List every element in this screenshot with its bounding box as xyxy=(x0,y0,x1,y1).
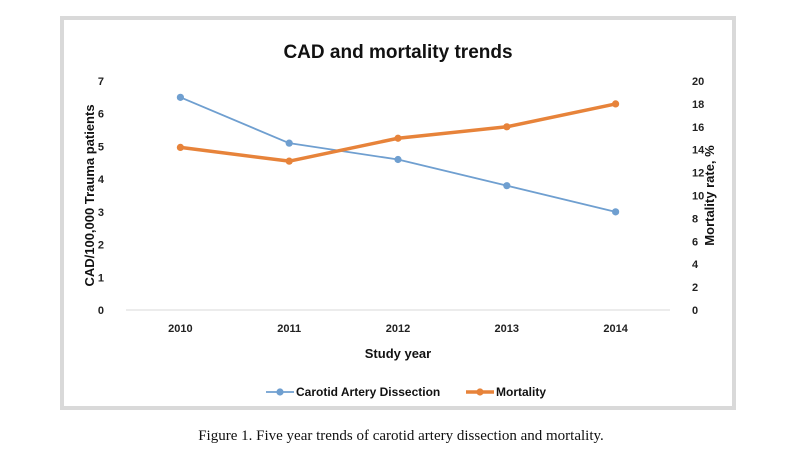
right-axis-label: Mortality rate, % xyxy=(702,145,717,246)
left-tick-label: 3 xyxy=(98,207,104,219)
right-tick-label: 8 xyxy=(692,213,698,225)
data-point-mortality xyxy=(394,134,402,142)
x-tick-label: 2014 xyxy=(603,323,628,335)
data-point-mortality xyxy=(612,100,620,108)
x-tick-label: 2011 xyxy=(277,323,301,335)
x-axis-label: Study year xyxy=(365,346,431,361)
data-point-mortality xyxy=(285,157,293,165)
legend-marker-carotid-artery-dissection xyxy=(276,388,284,396)
left-tick-label: 1 xyxy=(98,272,104,284)
series-line-mortality xyxy=(180,102,616,163)
data-point-mortality xyxy=(176,143,184,152)
series-layer xyxy=(176,93,620,216)
right-tick-label: 2 xyxy=(692,282,698,294)
left-tick-label: 2 xyxy=(98,240,104,252)
x-tick-label: 2010 xyxy=(168,323,192,335)
x-tick-label: 2013 xyxy=(495,323,519,335)
x-axis-ticks: 2010 2011 2012 2013 2014 xyxy=(168,323,629,335)
x-tick-label: 2012 xyxy=(386,323,410,335)
data-point-carotid-artery-dissection xyxy=(394,155,402,164)
data-point-mortality xyxy=(503,123,511,131)
legend-label-carotid-artery-dissection: Carotid Artery Dissection xyxy=(296,385,440,399)
left-tick-label: 6 xyxy=(98,109,104,121)
right-axis-ticks: 0 2 4 6 8 10 12 14 16 18 20 xyxy=(692,76,705,317)
right-tick-label: 4 xyxy=(692,259,699,271)
right-tick-label: 6 xyxy=(692,236,698,248)
right-tick-label: 14 xyxy=(692,145,705,157)
data-point-carotid-artery-dissection xyxy=(176,93,184,101)
right-tick-label: 20 xyxy=(692,76,704,88)
left-tick-label: 4 xyxy=(98,174,105,186)
left-axis-ticks: 0 1 2 3 4 5 6 7 xyxy=(98,76,105,317)
legend-marker-mortality xyxy=(476,388,484,396)
legend: Carotid Artery Dissection Mortality xyxy=(266,385,546,399)
data-point-carotid-artery-dissection xyxy=(285,139,293,147)
right-tick-label: 16 xyxy=(692,122,704,134)
right-tick-label: 18 xyxy=(692,99,704,111)
left-tick-label: 5 xyxy=(98,141,104,153)
left-axis-label: CAD/100,000 Trauma patients xyxy=(82,104,97,286)
chart-title: CAD and mortality trends xyxy=(283,42,512,63)
data-point-carotid-artery-dissection xyxy=(612,208,620,216)
data-point-carotid-artery-dissection xyxy=(503,182,511,190)
right-tick-label: 0 xyxy=(692,305,698,317)
left-tick-label: 0 xyxy=(98,305,104,317)
figure-caption: Figure 1. Five year trends of carotid ar… xyxy=(198,428,604,444)
right-tick-label: 12 xyxy=(692,168,704,180)
right-tick-label: 10 xyxy=(692,191,704,203)
legend-label-mortality: Mortality xyxy=(496,385,546,399)
left-tick-label: 7 xyxy=(98,76,104,88)
